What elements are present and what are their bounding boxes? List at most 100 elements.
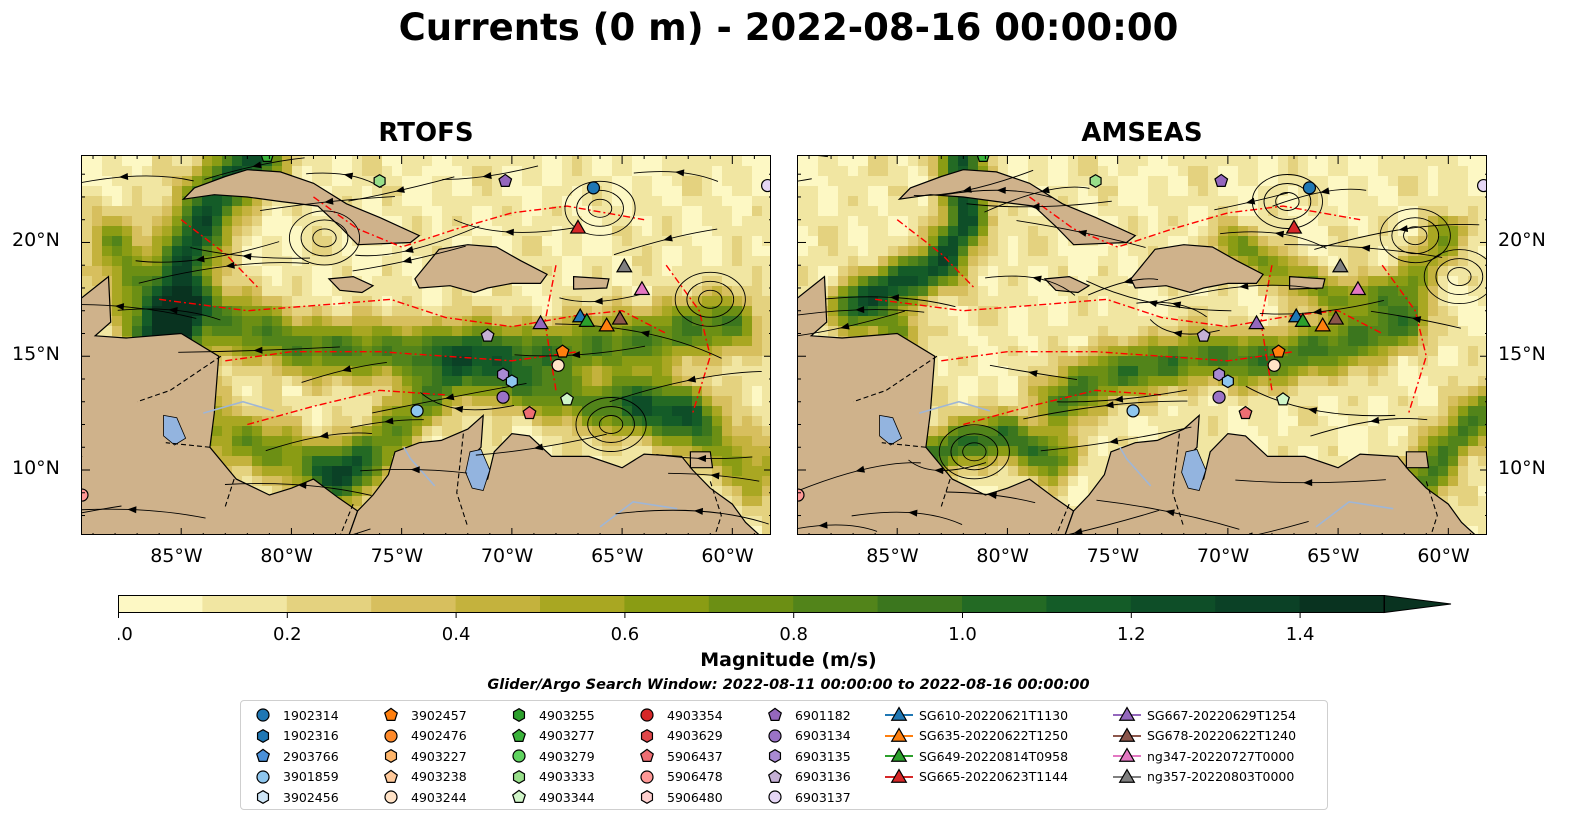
streamline-arrow <box>1028 370 1038 377</box>
argo-float-marker <box>1275 392 1290 406</box>
legend-item: 4903333 <box>505 767 595 787</box>
legend-marker-icon <box>768 749 782 763</box>
argo-float-marker <box>1476 178 1486 193</box>
colorbar-segment <box>1046 595 1132 613</box>
colorbar-tick-label: 0.6 <box>611 624 640 645</box>
frame-ticks <box>82 156 770 534</box>
legend-marker-icon <box>640 769 654 784</box>
glider-marker <box>1349 280 1367 296</box>
glider-markers <box>1248 219 1367 332</box>
map-amseas[interactable] <box>797 155 1487 535</box>
eddy-streamline <box>288 210 361 266</box>
colorbar-segment <box>540 595 625 613</box>
country-border <box>1172 433 1185 528</box>
map-rtofs[interactable] <box>81 155 771 535</box>
legend-marker-icon <box>640 790 654 804</box>
legend-marker-icon <box>1113 747 1141 762</box>
country-border <box>881 442 926 448</box>
streamline-arrow <box>297 481 307 489</box>
lon-tick-label: 80°W <box>260 545 313 567</box>
country-border <box>940 478 951 507</box>
colorbar-segment <box>286 595 372 613</box>
legend-label: 5906478 <box>667 769 723 784</box>
lon-tick-label: 80°W <box>976 545 1029 567</box>
legend-item: 4903227 <box>377 746 467 766</box>
legend-item: 3902457 <box>377 705 467 725</box>
colorbar-tick-label: 1.2 <box>1117 624 1146 645</box>
legend-marker-icon <box>768 728 782 743</box>
streamline-arrow <box>253 346 263 354</box>
colorbar-frame <box>118 595 1385 613</box>
legend-marker-icon <box>384 707 398 721</box>
legend-item: 4903354 <box>633 705 723 725</box>
argo-float-marker <box>373 174 386 189</box>
legend-item: 4903279 <box>505 746 595 766</box>
eddy-streamline <box>698 289 723 309</box>
colorbar-segment <box>371 595 456 613</box>
streamline-arrow <box>663 234 673 242</box>
eddy-streamline <box>598 415 624 434</box>
legend-label: 3902456 <box>283 789 339 805</box>
colorbar-tick-label: 0.2 <box>273 624 302 645</box>
lat-tick-label: 10°N <box>12 457 60 479</box>
land-trinidad <box>1405 451 1430 469</box>
legend-label: 1902314 <box>283 707 339 723</box>
land-hispaniola <box>1130 244 1264 294</box>
legend-marker-icon <box>768 790 782 804</box>
legend-item: SG667-20220629T1254 <box>1113 705 1296 725</box>
legend-item: SG635-20220622T1250 <box>885 726 1068 746</box>
land-southAmerica <box>348 413 760 534</box>
streamline-arrow <box>818 521 828 529</box>
streamline-arrow <box>118 173 129 180</box>
argo-float-marker <box>586 181 601 195</box>
streamline-arrow <box>395 186 405 193</box>
streamline-arrow <box>962 185 972 193</box>
argo-float-marker <box>976 156 990 162</box>
legend-circle <box>384 790 398 804</box>
legend-label: ng357-20220803T0000 <box>1147 769 1295 784</box>
legend-label: 4903333 <box>539 769 595 784</box>
legend-item: 4902476 <box>377 726 467 746</box>
legend-pentagon <box>512 789 526 803</box>
legend-label: SG667-20220629T1254 <box>1147 707 1297 723</box>
legend-label: SG649-20220814T0958 <box>919 748 1069 764</box>
streamline-arrow <box>533 443 544 451</box>
eez-boundary <box>963 389 1162 426</box>
eddy-streamline <box>300 219 349 257</box>
streamline-arrow <box>889 294 900 302</box>
eddy-streamline <box>1251 174 1323 229</box>
eddy-streamline <box>1275 192 1300 211</box>
colorbar-segment <box>1299 595 1385 613</box>
legend-circle <box>640 769 654 784</box>
legend-item: 6903134 <box>761 726 851 746</box>
argo-float-marker <box>1221 374 1234 389</box>
glider-markers <box>532 219 651 332</box>
streamline-arrow <box>855 465 866 473</box>
eez-boundary <box>875 298 1383 335</box>
legend-label: 6903137 <box>795 789 851 805</box>
colorbar-segment <box>962 595 1047 613</box>
glider-marker <box>611 310 629 325</box>
glider-marker <box>578 312 596 327</box>
land-cuba <box>897 169 1137 246</box>
legend-marker-icon <box>384 769 398 783</box>
legend-label: 4903277 <box>539 728 595 743</box>
argo-float-marker <box>1089 174 1102 189</box>
streamline-arrow <box>324 197 334 205</box>
river <box>403 446 436 487</box>
legend-triangle <box>1118 747 1136 762</box>
eez-boundary <box>941 350 1295 362</box>
streamline-arrow <box>840 322 850 330</box>
streamline-arrow <box>1165 509 1175 517</box>
streamline-arrow <box>1411 316 1422 324</box>
streamline-arrow <box>1307 407 1318 415</box>
streamline-arrow <box>1245 197 1256 205</box>
legend-item: ng347-20220727T0000 <box>1113 746 1294 766</box>
streamline-arrow <box>675 169 685 177</box>
legend: 1902314 1902316 2903766 3901859 3902456 39024… <box>240 700 1328 810</box>
legend-marker-icon <box>640 728 654 743</box>
lon-tick-label: 60°W <box>1417 545 1470 567</box>
legend-item: 1902314 <box>249 705 339 725</box>
legend-item: 6903135 <box>761 746 851 766</box>
panel-title-rtofs: RTOFS <box>378 118 474 148</box>
